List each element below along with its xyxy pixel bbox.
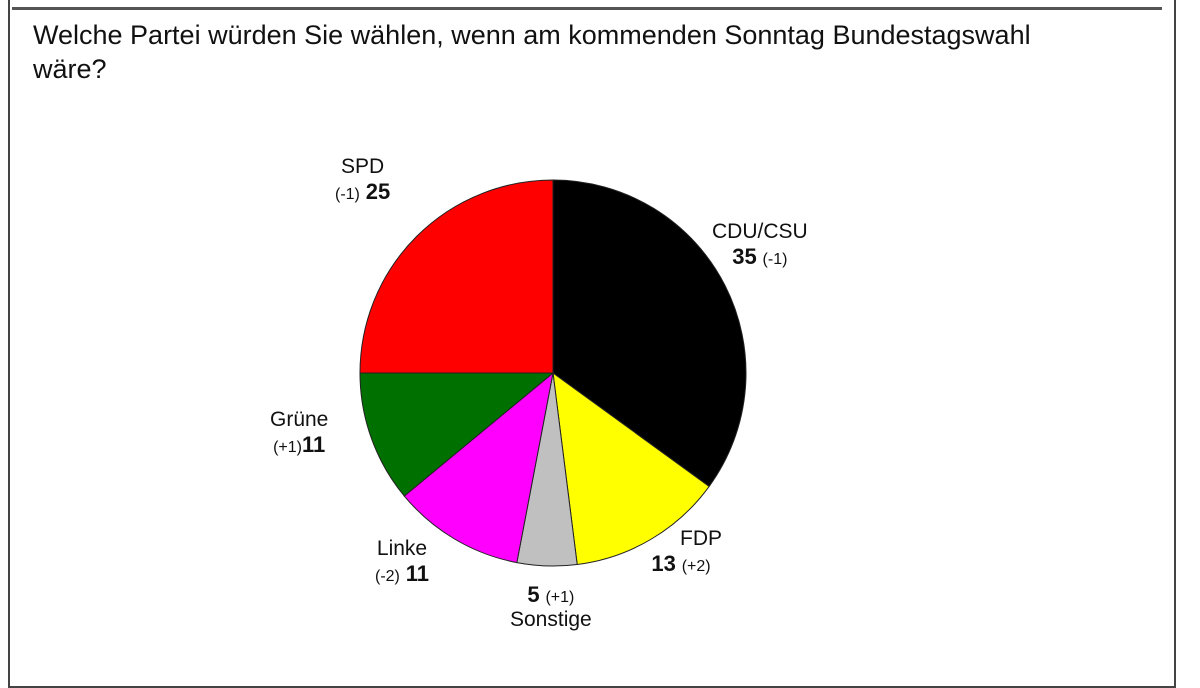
label-gruene: Grüne (+1)11 (270, 408, 329, 457)
pie-slice-grüne (359, 372, 555, 497)
chart-title: Welche Partei würden Sie wählen, wenn am… (33, 20, 1031, 84)
label-fdp: FDP 13 (+2) (651, 527, 722, 576)
label-sonstige: 5 (+1) Sonstige (510, 582, 592, 631)
header-rule (12, 7, 1162, 10)
pie-slice-cducsu (552, 179, 747, 488)
pie-slice-fdp (552, 371, 710, 566)
label-linke: Linke (-2) 11 (375, 537, 429, 586)
label-spd: SPD (-1) 25 (335, 155, 391, 204)
label-cdu: CDU/CSU 35 (-1) (712, 220, 808, 269)
pie-slice-linke (403, 371, 554, 564)
pie-slice-spd (359, 179, 554, 374)
